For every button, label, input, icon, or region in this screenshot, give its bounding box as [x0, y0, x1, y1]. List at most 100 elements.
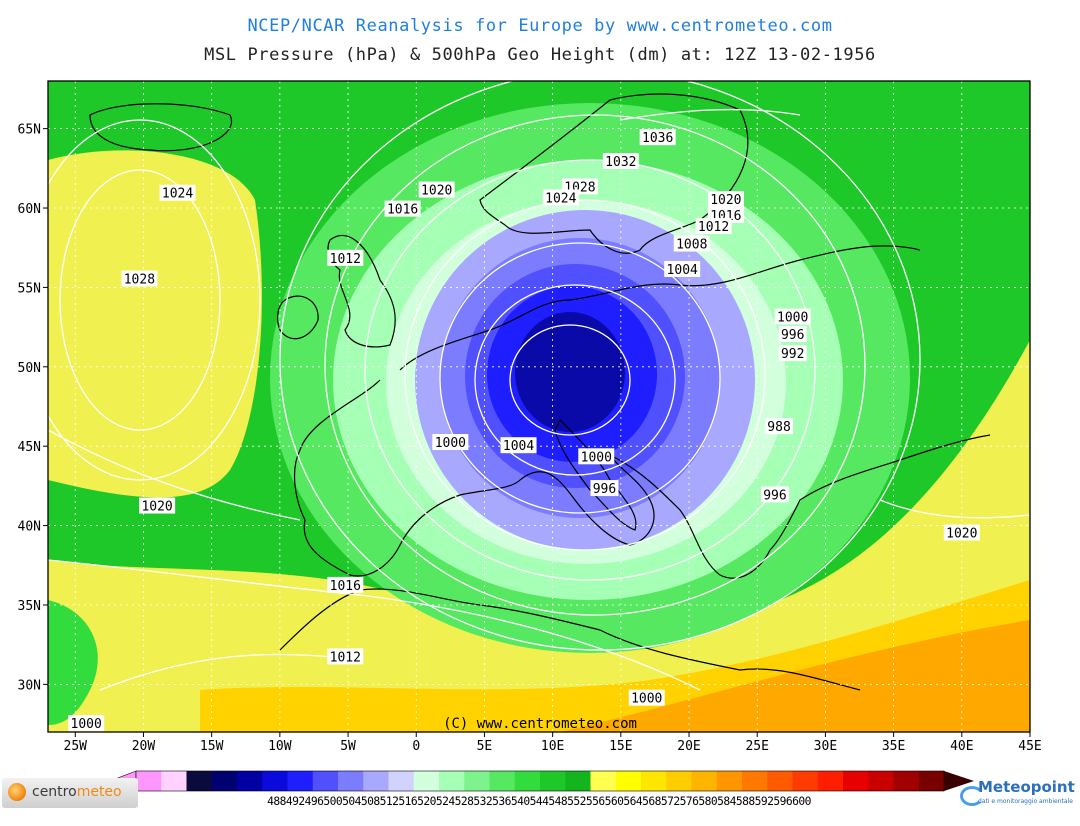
isobar-label-box — [327, 249, 364, 266]
isobar-label-box — [139, 497, 176, 514]
geopotential-height-field — [48, 81, 1030, 732]
continent-coast — [294, 245, 991, 579]
isobar-label: 996 — [760, 486, 789, 503]
isobar-label-text: 1024 — [162, 187, 193, 202]
centrometeo-logo: centrometeo — [2, 778, 138, 808]
lon-tick-label: 0 — [412, 739, 420, 754]
colorbar-swatch — [641, 771, 667, 791]
isobar-label-text: 1016 — [330, 579, 361, 594]
isobar-label: 1012 — [327, 648, 364, 665]
isobar-label-box — [418, 181, 455, 198]
isobar-label-box — [68, 715, 105, 732]
isobar-label: 1004 — [500, 437, 537, 454]
field-southern-orange — [560, 620, 1030, 732]
isobar-label-text: 996 — [781, 328, 804, 343]
isobar-label-box — [602, 152, 639, 169]
lon-tick-label: 35E — [882, 739, 905, 754]
isobar-label: 1000 — [68, 715, 105, 732]
latitude-axis: 30N 35N 40N 45N 50N 55N 60N 65N — [18, 123, 48, 693]
graticule — [48, 81, 1030, 732]
colorbar-swatch — [363, 771, 389, 791]
isobar-label-text: 1032 — [605, 155, 636, 170]
colorbar-arrow-right — [944, 771, 974, 791]
colorbar-swatch — [439, 771, 465, 791]
isobar-label-text: 1000 — [631, 692, 662, 707]
isobar-label-box — [778, 326, 807, 343]
ireland-coast — [276, 295, 319, 340]
lat-tick-label: 30N — [18, 678, 41, 693]
isobar-label-text: 1012 — [698, 220, 729, 235]
colorbar-values: 4884924965005045085125165205245285325365… — [267, 795, 811, 808]
lon-tick-label: 20E — [677, 739, 700, 754]
colorbar-swatch — [237, 771, 263, 791]
isobar-label-box — [432, 434, 469, 451]
field-western-high — [48, 150, 262, 498]
colorbar — [109, 770, 974, 792]
lat-tick-label: 45N — [18, 440, 41, 455]
colorbar-swatch — [868, 771, 894, 791]
colorbar-swatch — [514, 771, 541, 791]
isobar-label-box — [159, 184, 196, 201]
lon-tick-label: 5E — [477, 739, 493, 754]
isobar-label-text: 1004 — [667, 263, 698, 278]
isobar-label-box — [639, 129, 676, 146]
isobar-label-box — [590, 480, 619, 497]
colorbar-swatch — [312, 771, 339, 791]
map-subtitle: MSL Pressure (hPa) & 500hPa Geo Height (… — [204, 45, 876, 65]
iceland-coast — [89, 103, 233, 152]
colorbar-swatch — [918, 771, 945, 791]
isobar-label-layer: 1036103210281024102010161012102010161012… — [68, 129, 980, 732]
isobar-label-box — [664, 260, 701, 277]
isobar-label-box — [760, 486, 789, 503]
isobar-line — [59, 169, 221, 431]
lon-tick-label: 45E — [1018, 739, 1041, 754]
lat-tick-label: 65N — [18, 123, 41, 138]
isobar-label-box — [774, 308, 811, 325]
isobar-label-text: 1020 — [421, 184, 452, 199]
colorbar-swatch — [565, 771, 591, 791]
isobar-label-box — [500, 437, 537, 454]
colorbar-swatch — [211, 771, 238, 791]
isobar-label-text: 1016 — [387, 203, 418, 218]
colorbar-swatch — [186, 771, 213, 791]
lon-tick-label: 15E — [609, 739, 632, 754]
isobar-label-text: 1008 — [676, 238, 707, 253]
longitude-axis: 25W 20W 15W 10W 5W 0 5E 10E 15E 20E 25E 30E 35E 40E 45… — [64, 732, 1042, 754]
isobar-label: 992 — [778, 345, 807, 362]
isobar-label-box — [943, 524, 980, 541]
isobar-line — [439, 242, 721, 514]
isobar-label: 1000 — [628, 689, 665, 707]
isobar-label: 1004 — [664, 260, 701, 278]
isobar-label-text: 1012 — [330, 252, 361, 267]
isobar-label: 996 — [590, 480, 619, 497]
meteopoint-name: Meteopoint — [978, 778, 1075, 796]
meteopoint-logo: Meteopoint dati e monitoraggio ambiental… — [958, 776, 1078, 814]
isobar-line — [474, 284, 676, 476]
lon-tick-label: 25E — [745, 739, 768, 754]
colorbar-swatch — [489, 771, 516, 791]
isobar-label-text: 1012 — [330, 650, 361, 665]
isobar-line — [364, 159, 816, 581]
isobar-label-box — [578, 448, 615, 465]
isobar-label-text: 1020 — [946, 527, 977, 542]
field-southern-yellow — [48, 340, 1030, 732]
isobar-line — [48, 559, 701, 691]
colorbar-swatch — [792, 771, 819, 791]
isobar-label: 1012 — [327, 249, 364, 267]
colorbar-swatch — [136, 771, 162, 791]
meteopoint-tagline: dati e monitoraggio ambientale — [978, 798, 1073, 805]
isobar-line — [879, 499, 1030, 519]
isobar-line — [404, 199, 766, 551]
lat-tick-label: 60N — [18, 202, 41, 217]
isobar-label-text: 1000 — [435, 436, 466, 451]
colorbar-swatch — [464, 771, 490, 791]
map-frame — [47, 80, 1031, 733]
isobar-label: 1032 — [602, 152, 639, 170]
isobar-line — [509, 324, 631, 436]
lon-tick-label: 5W — [340, 739, 356, 754]
colorbar-swatch — [615, 771, 642, 791]
logo-globe-icon — [8, 783, 26, 801]
isobar-label: 1024 — [159, 184, 196, 202]
isobar-label: 1000 — [432, 434, 469, 451]
map-title: NCEP/NCAR Reanalysis for Europe by www.c… — [247, 16, 833, 36]
